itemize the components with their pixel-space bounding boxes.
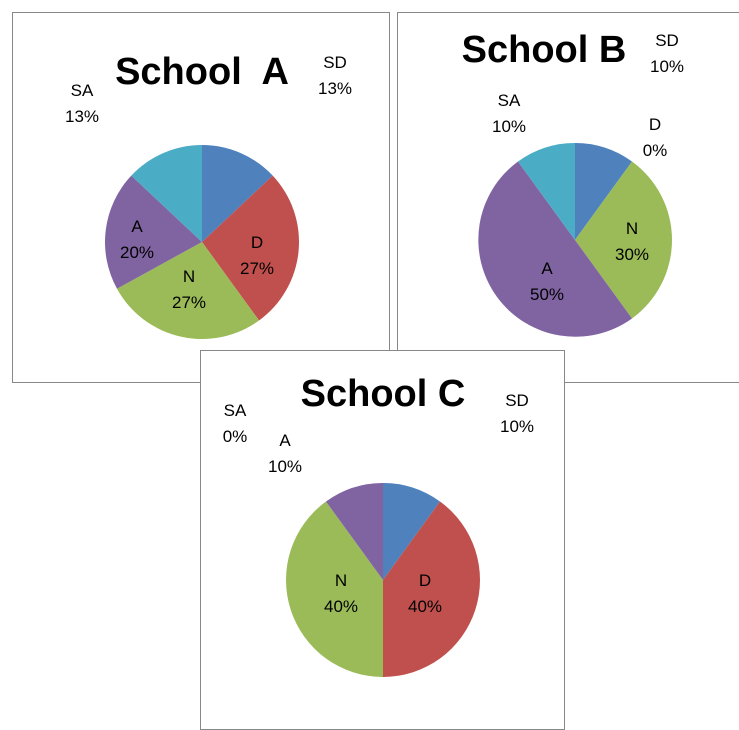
- pie-slice-school-a-a: [105, 175, 202, 289]
- data-label-school-a-d: D 27%: [240, 233, 274, 278]
- data-label-school-c-sa: SA 0%: [223, 401, 248, 446]
- pie-slice-school-c-a: [325, 483, 383, 580]
- data-label-school-c-a: A 10%: [268, 431, 302, 476]
- data-label-school-b-n: N 30%: [615, 219, 649, 264]
- data-label-school-c-n: N 40%: [324, 571, 358, 616]
- pie-slice-school-c-n: [286, 501, 383, 677]
- data-label-school-b-sd: SD 10%: [650, 31, 684, 76]
- data-label-school-c-sd: SD 10%: [500, 391, 534, 436]
- data-label-school-b-d: D 0%: [643, 115, 668, 160]
- pie-slice-school-b-sa: [517, 143, 575, 240]
- pie-slice-school-b-n: [575, 161, 672, 319]
- chart-title-school-b: School B: [462, 29, 627, 71]
- pie-slice-school-b-a: [478, 161, 633, 337]
- data-label-school-b-a: A 50%: [530, 259, 564, 304]
- data-label-school-b-sa: SA 10%: [492, 91, 526, 136]
- pie-slice-school-c-d: [383, 501, 480, 677]
- pie-slice-school-a-n: [117, 242, 260, 339]
- pie-slices: [105, 143, 672, 677]
- pie-slice-school-c-sd: [383, 483, 441, 580]
- data-label-school-a-n: N 27%: [172, 267, 206, 312]
- chart-title-school-c: School C: [301, 373, 466, 415]
- pie-slice-school-a-sa: [131, 145, 202, 242]
- chart-title-school-a: School A: [115, 51, 289, 93]
- pie-labels: SD 13% D 27% N 27% A 20% SA 13% SD 10% D 0% N 30% A 50% SA…: [65, 31, 684, 616]
- data-label-school-a-a: A 20%: [120, 217, 154, 262]
- pie-slice-school-a-sd: [202, 145, 273, 242]
- data-label-school-a-sa: SA 13%: [65, 81, 99, 126]
- pie-slice-school-a-d: [202, 175, 299, 321]
- pie-slice-school-b-sd: [575, 143, 633, 240]
- data-label-school-a-sd: SD 13%: [318, 53, 352, 98]
- data-label-school-c-d: D 40%: [408, 571, 442, 616]
